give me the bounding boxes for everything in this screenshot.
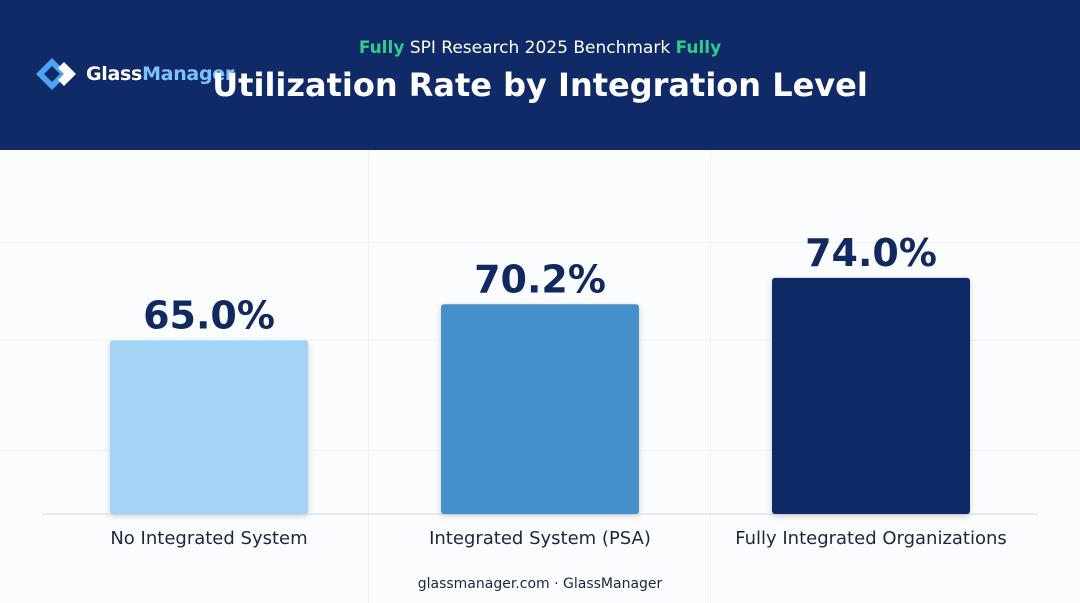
bar-3 bbox=[772, 277, 970, 514]
background-gridline bbox=[368, 150, 369, 603]
category-label-3: Fully Integrated Organizations bbox=[735, 528, 1007, 549]
subtitle-highlight-right: Fully bbox=[675, 38, 722, 58]
chart-title: Utilization Rate by Integration Level bbox=[212, 66, 868, 104]
chart-subtitle: Fully SPI Research 2025 Benchmark Fully bbox=[0, 38, 1080, 58]
category-label-2: Integrated System (PSA) bbox=[429, 528, 651, 549]
brand-name: GlassManager bbox=[86, 63, 234, 85]
footer-credit: glassmanager.com · GlassManager bbox=[417, 576, 663, 592]
category-label-1: No Integrated System bbox=[110, 528, 307, 549]
bar-chart: 65.0% No Integrated System 70.2% Integrated… bbox=[42, 231, 1038, 549]
bar-2 bbox=[441, 304, 639, 514]
data-label-3: 74.0% bbox=[805, 231, 937, 275]
header-banner: GlassManager Fully SPI Research 2025 Ben… bbox=[0, 0, 1080, 150]
data-label-1: 65.0% bbox=[143, 293, 275, 337]
subtitle-text: SPI Research 2025 Benchmark bbox=[409, 38, 671, 58]
background-gridline bbox=[710, 150, 711, 603]
background-gridline bbox=[0, 242, 1080, 243]
diamond-logo-icon bbox=[36, 58, 76, 90]
subtitle-highlight-left: Fully bbox=[358, 38, 405, 58]
data-label-2: 70.2% bbox=[474, 257, 606, 301]
bar-1 bbox=[110, 340, 308, 514]
brand-logo: GlassManager bbox=[36, 56, 234, 92]
